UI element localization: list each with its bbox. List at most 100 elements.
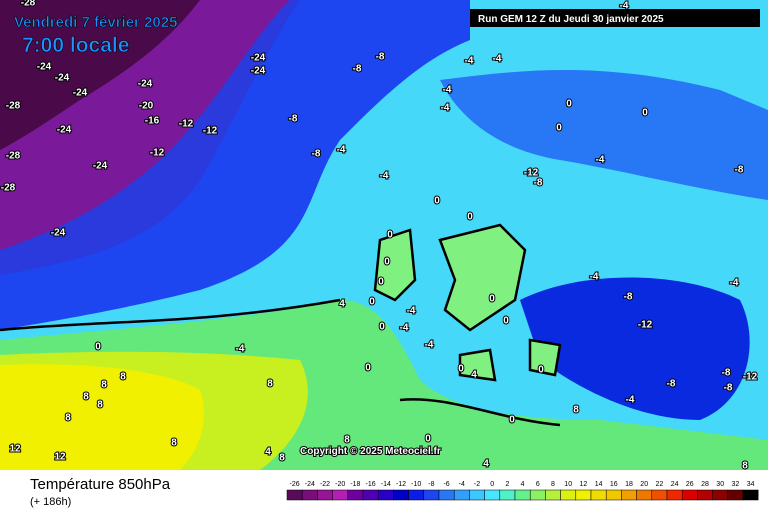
scale-label: 14 bbox=[595, 481, 603, 488]
isotherm-label: -4 bbox=[596, 155, 605, 166]
isotherm-label: -12 bbox=[743, 372, 758, 383]
isotherm-label: 0 bbox=[369, 297, 375, 308]
isotherm-label: -12 bbox=[203, 126, 218, 137]
isotherm-label: -8 bbox=[534, 178, 543, 189]
isotherm-label: -12 bbox=[524, 168, 539, 179]
isotherm-label: -12 bbox=[638, 320, 653, 331]
field-darkpurple bbox=[0, 0, 200, 150]
isotherm-label: -20 bbox=[139, 101, 154, 112]
scale-label: -14 bbox=[381, 481, 391, 488]
isotherm-label: -4 bbox=[443, 85, 452, 96]
isotherm-label: 0 bbox=[458, 364, 464, 375]
footer-title: Température 850hPa bbox=[30, 476, 171, 493]
scale-swatch bbox=[423, 489, 440, 501]
isotherm-label: -12 bbox=[179, 119, 194, 130]
scale-swatch bbox=[545, 489, 561, 501]
valid-time: 7:00 locale bbox=[22, 34, 129, 57]
scale-swatch bbox=[651, 489, 668, 501]
scale-swatch bbox=[377, 489, 394, 501]
isotherm-label: -4 bbox=[620, 1, 629, 12]
isotherm-label: -4 bbox=[380, 171, 389, 182]
scale-label: 18 bbox=[625, 481, 633, 488]
scale-swatch bbox=[605, 489, 622, 501]
footer-lead: (+ 186h) bbox=[30, 496, 71, 508]
scale-label: 22 bbox=[656, 481, 664, 488]
isotherm-label: 0 bbox=[467, 212, 473, 223]
isotherm-label: 8 bbox=[101, 380, 107, 391]
scale-label: 26 bbox=[686, 481, 694, 488]
isotherm-label: 8 bbox=[344, 435, 350, 446]
scale-swatch bbox=[484, 489, 501, 501]
temperature-field bbox=[0, 0, 768, 470]
color-scale: -26 -24 -22 -20 -18 -16 -14 -12 -10 -8 -6 -4 -2 0 2 4 6 8… bbox=[286, 481, 759, 501]
isotherm-label: 0 bbox=[434, 196, 440, 207]
isotherm-labels: -28 -24 -24 -24 -24 -20 -16 -12 -12 -12 -24 -28 -28 -… bbox=[0, 0, 759, 473]
field-yellow bbox=[0, 364, 204, 470]
scale-swatch bbox=[666, 489, 683, 501]
scale-swatch bbox=[469, 489, 485, 501]
scale-swatch bbox=[286, 489, 303, 501]
isotherm-label: 0 bbox=[566, 99, 572, 110]
run-info: Run GEM 12 Z du Jeudi 30 janvier 2025 bbox=[478, 14, 664, 25]
isotherm-label: 0 bbox=[642, 108, 648, 119]
isotherm-label: -24 bbox=[55, 73, 70, 84]
scale-label: 30 bbox=[716, 481, 724, 488]
scale-label: 8 bbox=[551, 481, 555, 488]
isotherm-label: 8 bbox=[742, 461, 748, 472]
isotherm-label: -24 bbox=[251, 66, 266, 77]
field-north-blue bbox=[440, 70, 768, 200]
scale-label: -20 bbox=[335, 481, 345, 488]
isotherm-label: 8 bbox=[171, 438, 177, 449]
scale-label: 34 bbox=[747, 481, 755, 488]
isotherm-label: -28 bbox=[1, 183, 16, 194]
scale-swatch bbox=[301, 489, 318, 501]
scale-label: 0 bbox=[490, 481, 494, 488]
isotherm-label: -4 bbox=[493, 54, 502, 65]
scale-label: -22 bbox=[320, 481, 330, 488]
scale-swatch bbox=[712, 489, 729, 501]
isotherm-label: 8 bbox=[120, 372, 126, 383]
scale-label: -2 bbox=[474, 481, 480, 488]
isotherm-label: -4 bbox=[236, 344, 245, 355]
isotherm-label: 0 bbox=[379, 322, 385, 333]
isotherm-label: -4 bbox=[590, 272, 599, 283]
isotherm-label: 0 bbox=[365, 363, 371, 374]
scale-swatch bbox=[681, 489, 698, 501]
isotherm-label: 4 bbox=[483, 459, 489, 470]
scale-swatch bbox=[317, 489, 333, 501]
scale-label: -12 bbox=[396, 481, 406, 488]
scale-label: -4 bbox=[459, 481, 465, 488]
isotherm-label: -8 bbox=[353, 64, 362, 75]
scale-swatch bbox=[347, 489, 364, 501]
isotherm-label: 0 bbox=[538, 365, 544, 376]
isotherm-label: -28 bbox=[21, 0, 36, 9]
isotherm-label: -28 bbox=[6, 151, 21, 162]
isotherm-label: -8 bbox=[312, 149, 321, 160]
field-east-blue bbox=[520, 277, 750, 420]
isotherm-label: 8 bbox=[65, 413, 71, 424]
scale-label: 10 bbox=[564, 481, 572, 488]
isotherm-label: -12 bbox=[150, 148, 165, 159]
scale-label: 32 bbox=[732, 481, 740, 488]
isotherm-label: 12 bbox=[9, 444, 21, 455]
scale-label: -18 bbox=[350, 481, 360, 488]
isotherm-label: -16 bbox=[145, 116, 160, 127]
isotherm-label: -8 bbox=[289, 114, 298, 125]
scale-swatch bbox=[590, 489, 607, 501]
isotherm-label: 0 bbox=[384, 257, 390, 268]
isotherm-label: 0 bbox=[378, 277, 384, 288]
scale-swatch bbox=[499, 489, 516, 501]
isotherm-label: -4 bbox=[400, 323, 409, 334]
isotherm-label: -24 bbox=[57, 125, 72, 136]
isotherm-label: 0 bbox=[425, 434, 431, 445]
isotherm-label: -4 bbox=[441, 103, 450, 114]
scale-label: 4 bbox=[521, 481, 525, 488]
run-box bbox=[470, 9, 760, 27]
isotherm-label: -8 bbox=[724, 383, 733, 394]
scale-swatch bbox=[560, 489, 577, 501]
scale-swatch bbox=[438, 489, 455, 501]
isotherm-label: -24 bbox=[138, 79, 153, 90]
isotherm-label: -24 bbox=[51, 228, 66, 239]
